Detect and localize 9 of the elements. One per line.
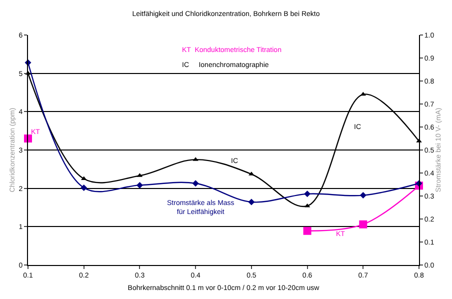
point (304, 190, 311, 198)
point (24, 134, 32, 142)
point (192, 180, 199, 187)
point (80, 184, 88, 191)
point (303, 226, 312, 235)
point (248, 198, 255, 206)
point (360, 192, 366, 199)
point (359, 220, 368, 228)
point (136, 182, 143, 188)
